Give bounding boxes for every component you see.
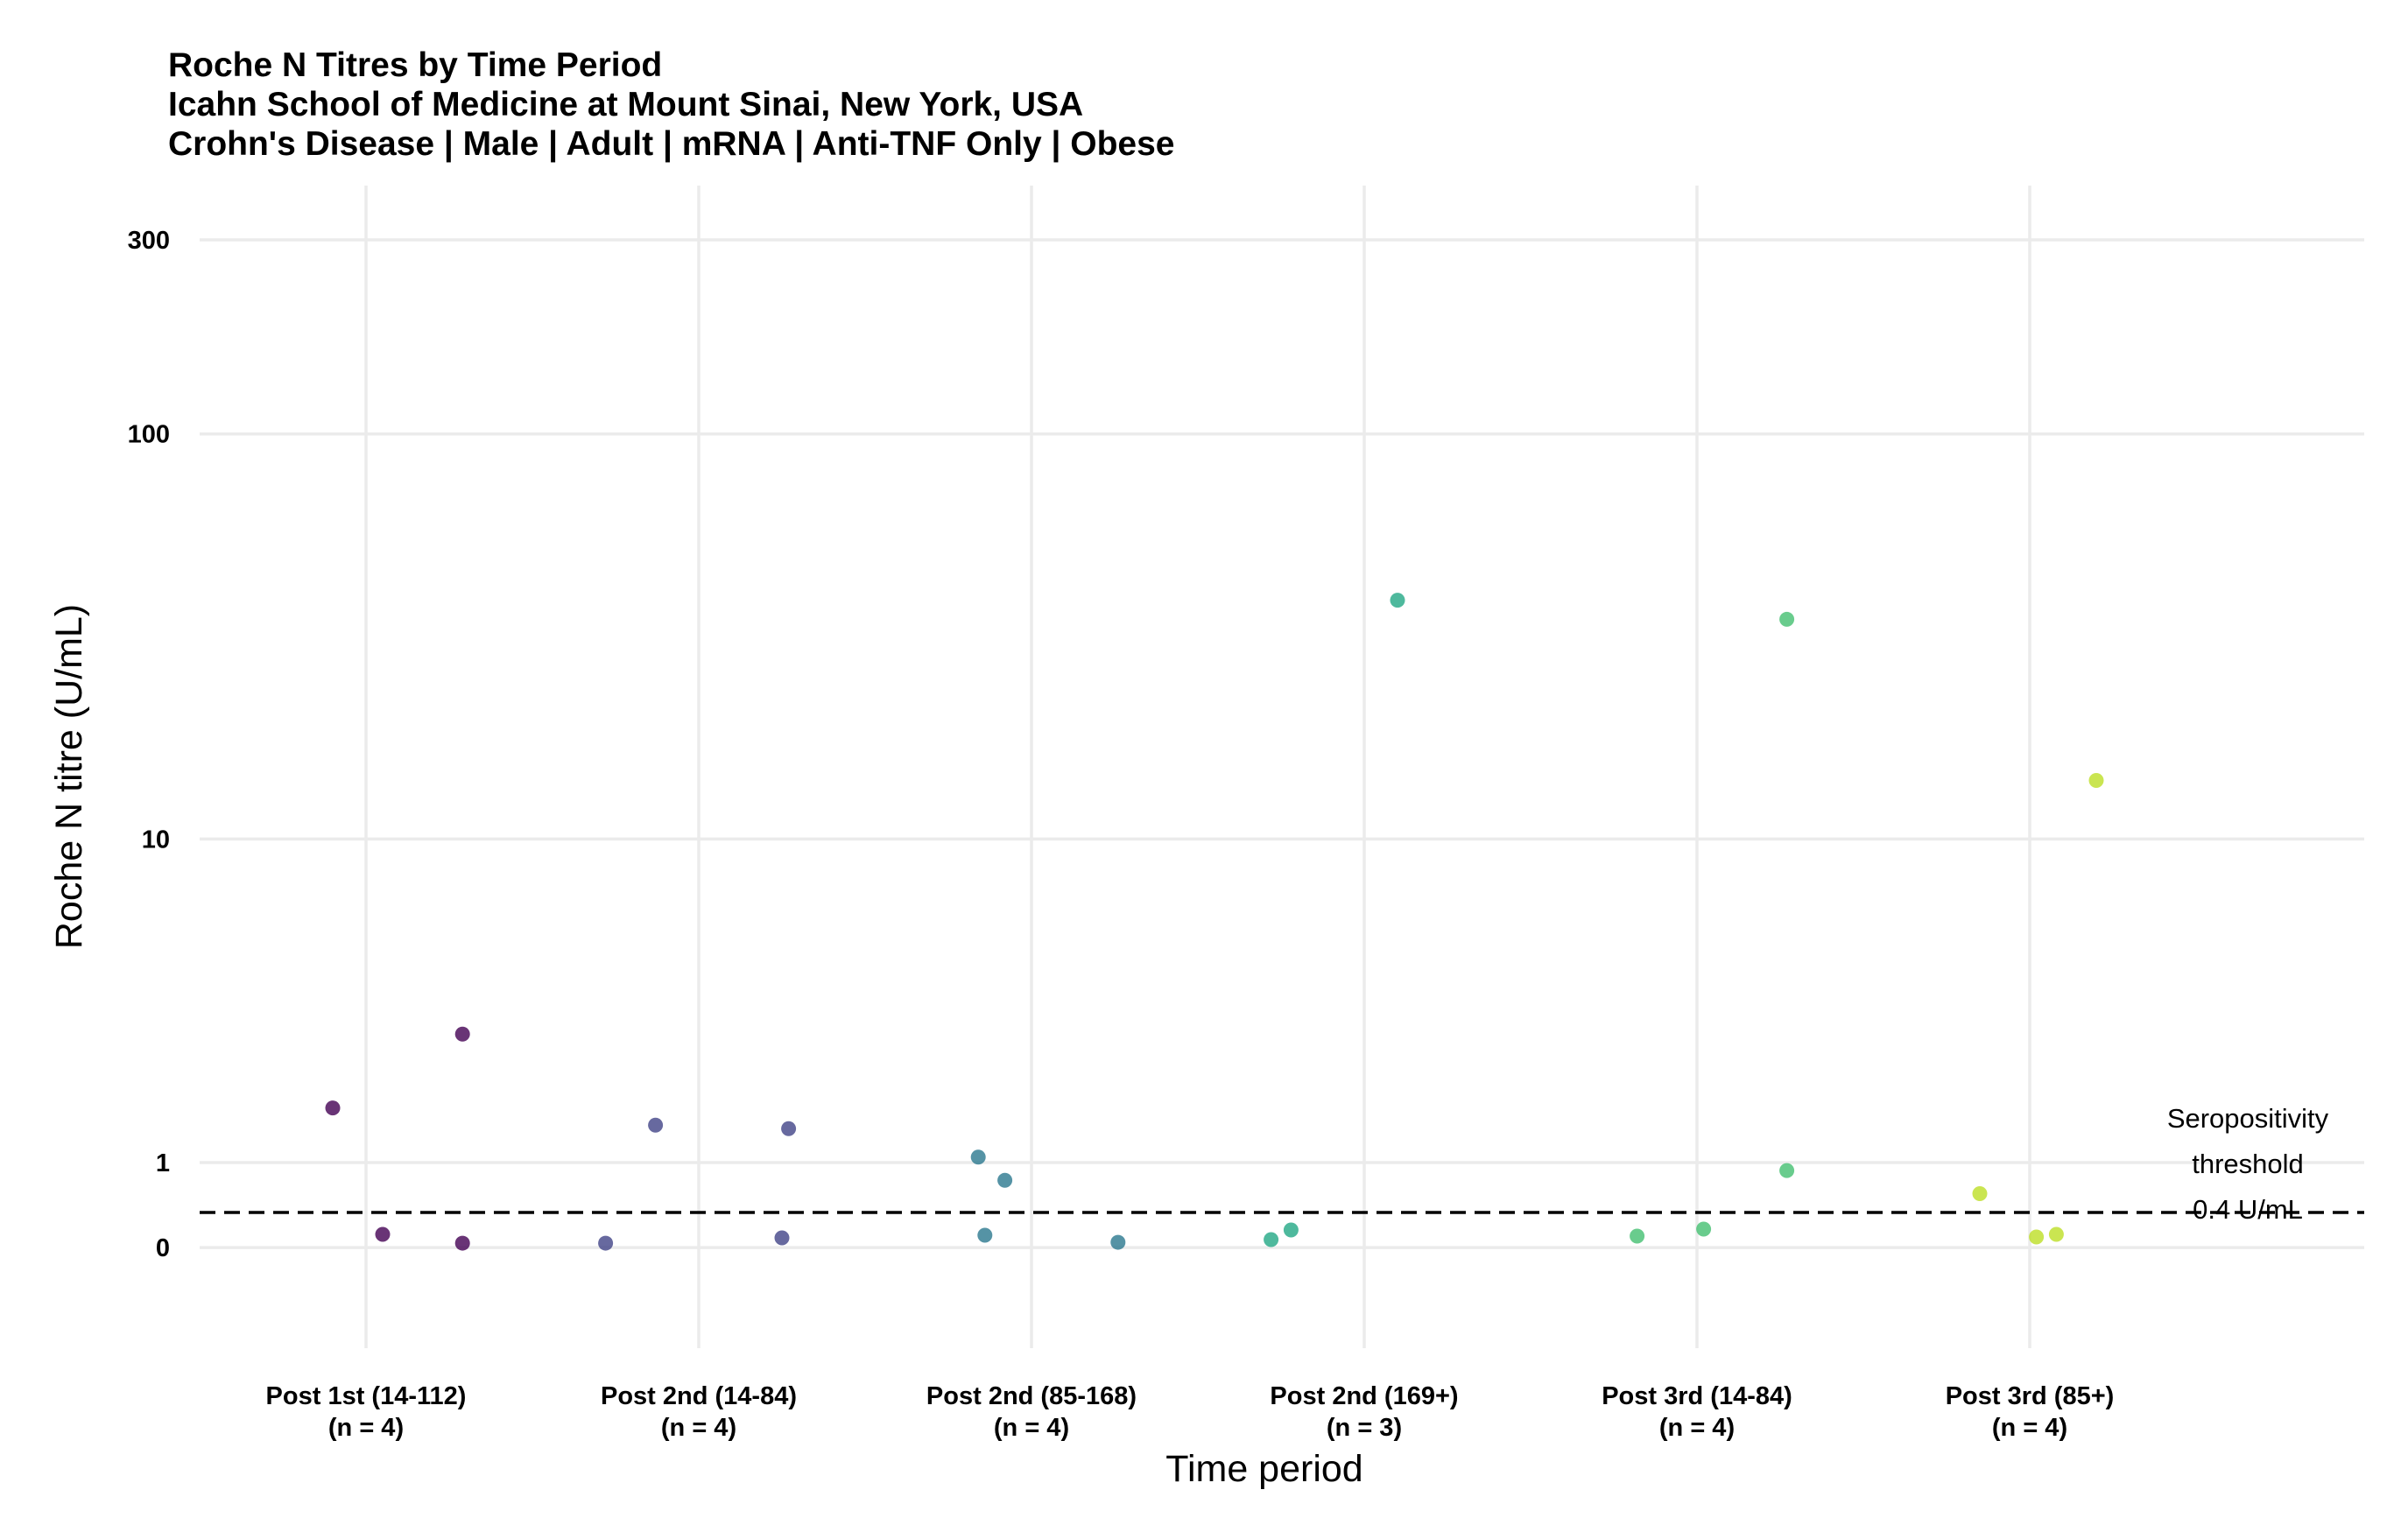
threshold-layer: Seropositivity threshold 0.4 U/mL: [200, 1103, 2364, 1225]
data-point: [1779, 1163, 1795, 1178]
chart-subtitle-line-2: Crohn's Disease | Male | Adult | mRNA | …: [168, 125, 1175, 163]
data-point: [997, 1172, 1013, 1188]
x-tick-count-label: (n = 4): [994, 1414, 1069, 1442]
data-point: [375, 1226, 391, 1242]
data-point: [1283, 1222, 1299, 1238]
data-point: [454, 1235, 470, 1251]
data-point: [598, 1235, 614, 1251]
y-axis-tick-labels: 0 1 10 100 300: [128, 227, 170, 1262]
data-point: [1779, 611, 1795, 627]
x-tick-label: Post 1st (14-112): [266, 1382, 467, 1410]
data-point: [774, 1230, 790, 1246]
data-point: [1264, 1232, 1279, 1247]
data-point: [2029, 1229, 2045, 1245]
y-tick-label: 10: [142, 826, 170, 854]
data-point: [2088, 772, 2104, 788]
data-point: [1110, 1234, 1126, 1250]
threshold-annotation-line: threshold: [2192, 1149, 2304, 1179]
y-tick-label: 100: [128, 421, 170, 449]
x-tick-count-label: (n = 4): [661, 1414, 736, 1442]
x-tick-label: Post 2nd (169+): [1270, 1382, 1458, 1410]
x-axis-title: Time period: [1165, 1448, 1362, 1490]
x-axis-tick-labels: Post 1st (14-112) (n = 4) Post 2nd (14-84)…: [266, 1382, 2115, 1442]
threshold-annotation-line: Seropositivity: [2167, 1103, 2329, 1134]
x-tick-count-label: (n = 4): [1992, 1414, 2067, 1442]
data-points: [325, 593, 2104, 1251]
x-tick-label: Post 3rd (14-84): [1602, 1382, 1792, 1410]
grid-lines: [200, 186, 2364, 1348]
data-point: [648, 1117, 664, 1133]
chart-title: Roche N Titres by Time Period: [168, 46, 663, 84]
data-point: [977, 1227, 993, 1243]
y-tick-label: 0: [156, 1234, 170, 1262]
chart-title-block: Roche N Titres by Time Period Icahn Scho…: [168, 46, 2270, 164]
data-point: [1972, 1186, 1988, 1202]
x-tick-count-label: (n = 3): [1327, 1414, 1402, 1442]
chart-subtitle-line-1: Icahn School of Medicine at Mount Sinai,…: [168, 86, 1084, 123]
y-tick-label: 1: [156, 1149, 170, 1177]
data-point: [1630, 1228, 1645, 1244]
x-tick-label: Post 2nd (14-84): [601, 1382, 797, 1410]
data-point: [325, 1100, 341, 1116]
threshold-annotation-line: 0.4 U/mL: [2193, 1194, 2303, 1225]
y-tick-label: 300: [128, 227, 170, 255]
y-axis-title: Roche N titre (U/mL): [48, 604, 90, 949]
x-tick-label: Post 2nd (85-168): [926, 1382, 1137, 1410]
x-tick-count-label: (n = 4): [328, 1414, 404, 1442]
data-point: [1390, 593, 1405, 608]
x-tick-label: Post 3rd (85+): [1946, 1382, 2115, 1410]
data-point: [1696, 1221, 1712, 1237]
x-tick-count-label: (n = 4): [1659, 1414, 1735, 1442]
data-point: [2048, 1226, 2064, 1242]
data-point: [781, 1121, 797, 1136]
data-point: [970, 1149, 986, 1165]
data-point: [454, 1026, 470, 1042]
